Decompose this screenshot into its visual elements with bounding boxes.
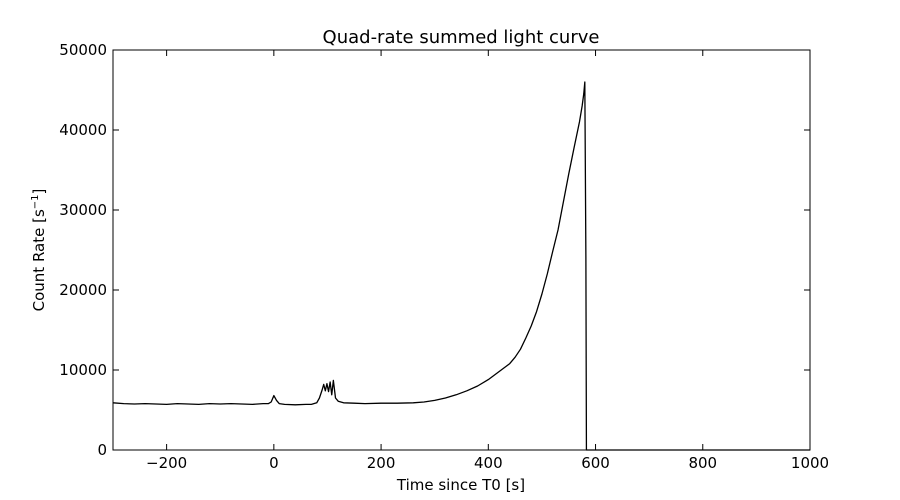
plot-area — [112, 81, 810, 451]
x-tick-label: 400 — [474, 454, 503, 472]
y-axis-label: Count Rate [s−1] — [30, 189, 48, 312]
plot-frame — [112, 49, 811, 451]
x-tick-label: 800 — [688, 454, 717, 472]
x-tick-label: 200 — [367, 454, 396, 472]
y-tick-label: 20000 — [59, 281, 107, 299]
y-axis-label-end: ] — [30, 189, 48, 195]
x-tick-label: 1000 — [791, 454, 829, 472]
y-tick-label: 0 — [97, 441, 107, 459]
x-tick-label: 0 — [269, 454, 279, 472]
y-tick-label: 50000 — [59, 41, 107, 59]
y-axis-ticks: 0 10000 20000 30000 40000 50000 — [59, 41, 810, 459]
chart-title: Quad-rate summed light curve — [323, 27, 600, 48]
y-axis-label-superscript: −1 — [30, 194, 41, 209]
x-axis-ticks: −200 0 200 400 600 800 1000 — [146, 50, 829, 472]
y-tick-label: 40000 — [59, 121, 107, 139]
y-axis-label-main: Count Rate [s — [30, 209, 48, 311]
y-tick-label: 10000 — [59, 361, 107, 379]
series-line-0 — [112, 81, 810, 451]
x-axis-label: Time since T0 [s] — [396, 476, 525, 494]
y-tick-label: 30000 — [59, 201, 107, 219]
x-tick-label: 600 — [581, 454, 610, 472]
x-tick-label: −200 — [146, 454, 187, 472]
